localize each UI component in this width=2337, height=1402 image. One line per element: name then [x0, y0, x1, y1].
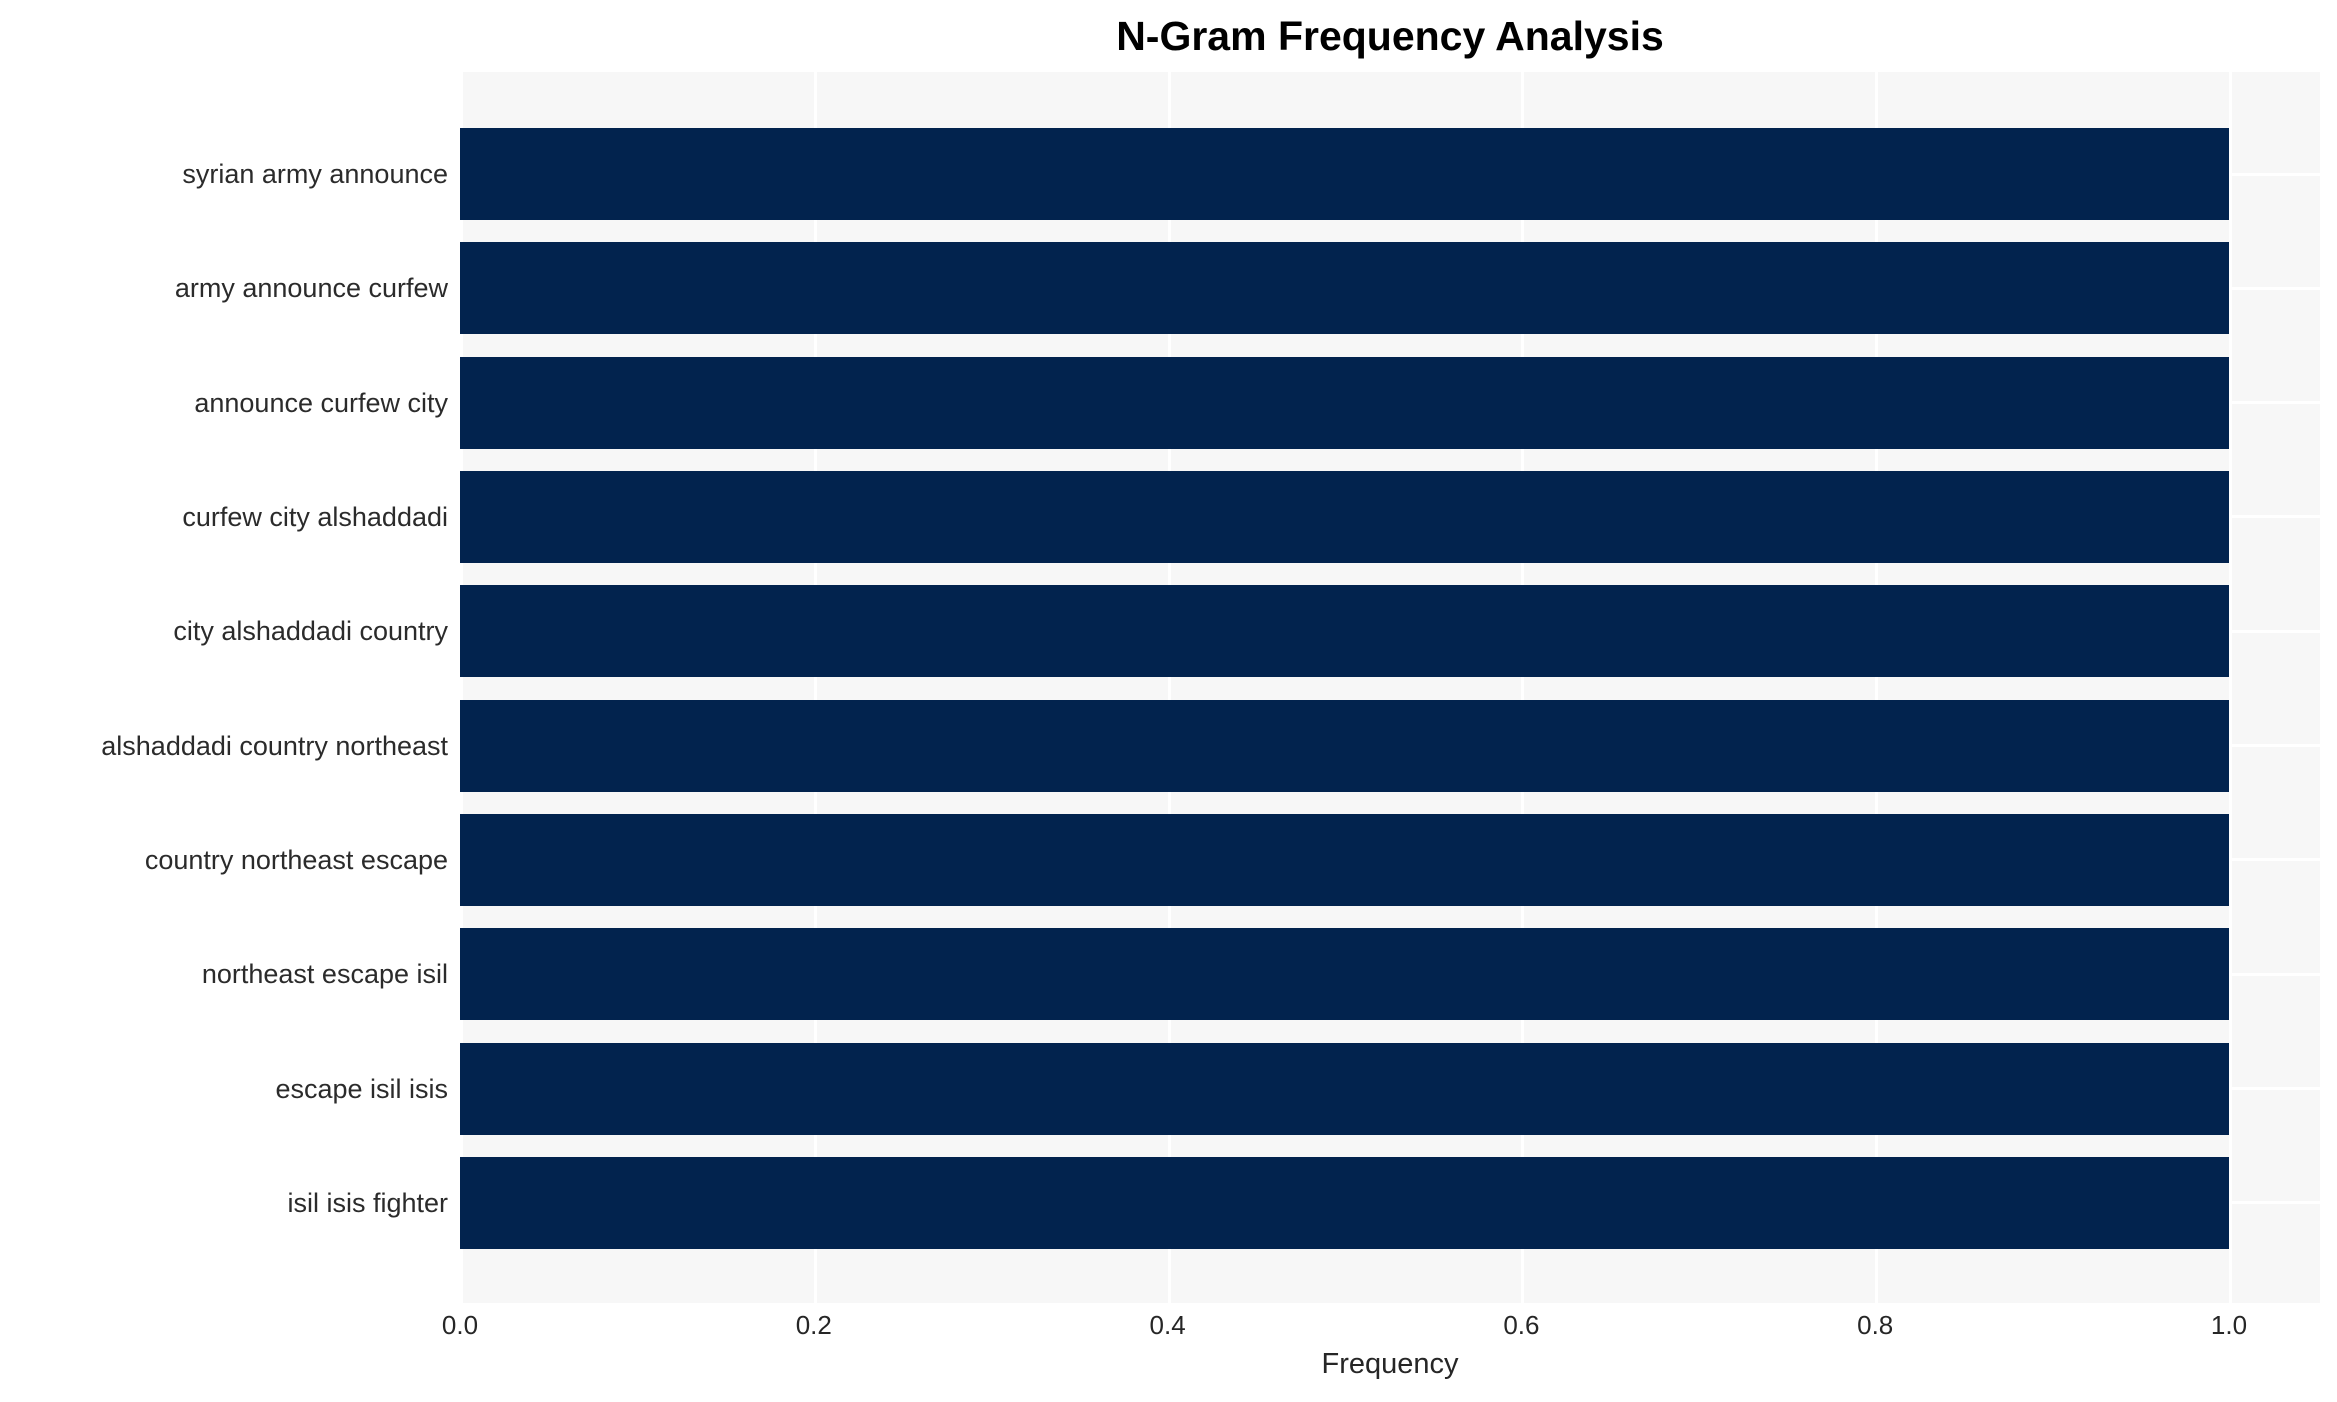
- y-tick-label: northeast escape isil: [201, 959, 448, 990]
- bar: [460, 928, 2229, 1021]
- x-axis-label: Frequency: [1321, 1348, 1459, 1380]
- chart-title: N-Gram Frequency Analysis: [1116, 13, 1664, 59]
- grid-line-vertical: [2229, 72, 2232, 1303]
- grid-line-vertical: [813, 72, 817, 1303]
- x-tick-label: 0.8: [1857, 1310, 1894, 1340]
- y-tick-label: announce curfew city: [194, 387, 448, 418]
- y-tick-label: escape isil isis: [275, 1073, 448, 1104]
- bar: [460, 1156, 2229, 1249]
- bar: [460, 1042, 2229, 1135]
- x-tick-label: 0.0: [441, 1310, 479, 1340]
- grid-line-vertical: [1875, 72, 1879, 1303]
- grid-line-vertical: [1521, 72, 1525, 1303]
- grid-line-vertical: [460, 72, 463, 1303]
- x-tick-label: 1.0: [2210, 1310, 2248, 1340]
- x-tick-label: 0.6: [1503, 1310, 1540, 1340]
- y-tick-label: isil isis fighter: [287, 1187, 448, 1218]
- y-tick-label: army announce curfew: [174, 273, 448, 304]
- bar: [460, 470, 2229, 563]
- bar: [460, 128, 2229, 220]
- y-tick-label: curfew city alshaddadi: [182, 501, 448, 532]
- bar: [460, 242, 2229, 335]
- bar: [460, 699, 2229, 792]
- x-tick-label: 0.2: [795, 1310, 832, 1340]
- bar: [460, 585, 2229, 678]
- grid-line-vertical: [1167, 72, 1171, 1303]
- y-tick-label: country northeast escape: [144, 844, 448, 875]
- bar: [460, 813, 2229, 906]
- y-tick-label: syrian army announce: [182, 159, 448, 189]
- y-tick-label: alshaddadi country northeast: [101, 730, 448, 761]
- y-tick-label: city alshaddadi country: [173, 616, 448, 647]
- x-tick-label: 0.4: [1149, 1310, 1186, 1340]
- bar: [460, 356, 2229, 449]
- plot-area: [460, 72, 2320, 1303]
